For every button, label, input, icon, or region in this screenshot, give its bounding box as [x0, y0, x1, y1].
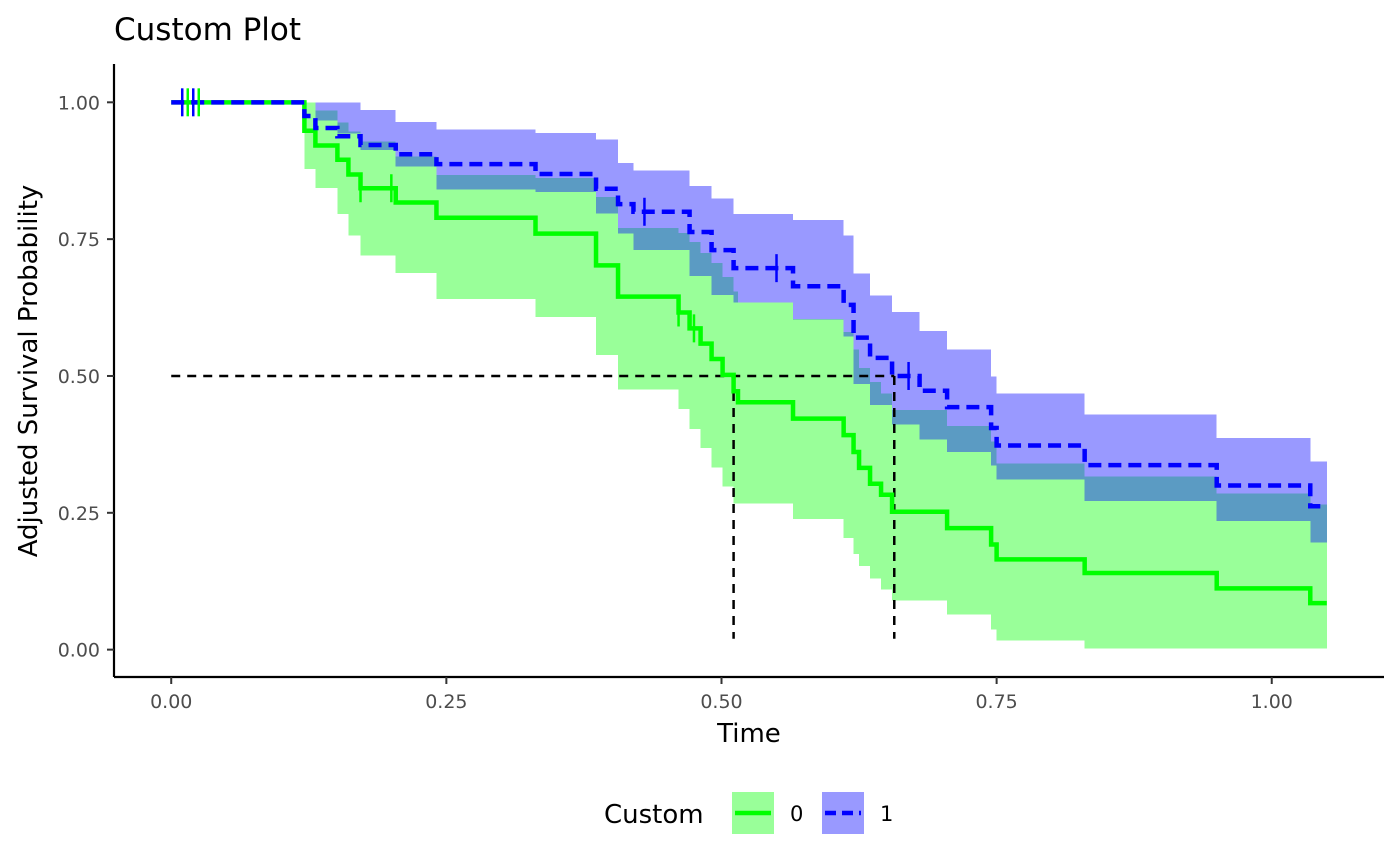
band-overlap-step [853, 349, 860, 385]
band-0-step [436, 175, 536, 299]
x-tick-label: 1.00 [1251, 691, 1293, 713]
band-overlap-step [996, 463, 1085, 480]
band-1-step [991, 376, 997, 466]
band-1-step [870, 295, 893, 405]
x-axis-title: Time [716, 719, 781, 749]
band-overlap-step [535, 177, 597, 193]
band-overlap-step [711, 263, 723, 295]
band-0-step [315, 110, 338, 189]
censor-marks [180, 88, 910, 390]
band-overlap-step [633, 228, 679, 251]
axes [112, 64, 1384, 679]
band-0-step [535, 177, 597, 317]
band-overlap-step [892, 409, 920, 425]
legend: Custom 0 1 [604, 792, 893, 834]
band-0-step [722, 276, 734, 487]
band-0-step [700, 252, 712, 449]
y-axis-title: Adjusted Survival Probability [14, 185, 44, 558]
survival-curve-0 [171, 100, 1327, 606]
band-0-step [618, 228, 679, 390]
y-tick-label: 0.75 [58, 229, 100, 251]
y-tick-label: 0.25 [58, 503, 100, 525]
band-0-step [360, 141, 396, 256]
y-tick-label: 0.00 [58, 640, 100, 662]
band-overlap-step [1216, 493, 1311, 522]
legend-title: Custom [604, 800, 704, 830]
survival-curve-1 [171, 100, 1327, 509]
band-1-step [892, 311, 920, 425]
band-overlap-step [1310, 504, 1327, 543]
band-0-step [337, 122, 349, 214]
x-tick-label: 0.50 [700, 691, 742, 713]
band-overlap-step [700, 252, 712, 276]
band-1-step [733, 213, 794, 303]
band-0-step [991, 441, 997, 630]
band-0-step [892, 409, 948, 601]
x-tick-label: 0.00 [150, 691, 192, 713]
chart-title: Custom Plot [114, 12, 301, 48]
band-1-step [618, 163, 634, 234]
band-1-step [793, 219, 844, 320]
band-0-step [947, 425, 992, 615]
band-0-step [348, 131, 361, 236]
band-overlap-step [618, 228, 634, 234]
band-overlap-step [337, 122, 349, 134]
band-overlap-step [947, 425, 992, 453]
band-0-step [395, 156, 437, 274]
band-1-step [843, 235, 854, 337]
band-overlap-step [793, 319, 844, 320]
band-0-step [678, 233, 690, 409]
band-0-step [304, 102, 316, 170]
band-overlap-step [733, 291, 738, 303]
band-0-step [996, 463, 1085, 641]
band-overlap-step [596, 196, 619, 214]
band-0-step [711, 263, 723, 468]
band-overlap-step [870, 381, 882, 405]
confidence-bands [304, 102, 1327, 649]
y-tick-label: 1.00 [58, 92, 100, 114]
band-overlap-step [843, 332, 854, 337]
band-overlap-step [991, 441, 997, 466]
band-0-step [1084, 476, 1217, 649]
band-overlap-step [1084, 476, 1217, 501]
band-overlap-step [919, 409, 948, 440]
band-overlap-step [881, 393, 893, 405]
legend-label-0: 0 [790, 802, 803, 826]
band-overlap-step [436, 175, 536, 190]
band-overlap-step [348, 131, 361, 134]
y-axis-ticks: 0.00 0.25 0.50 0.75 1.00 [58, 92, 114, 662]
band-overlap-step [315, 110, 338, 121]
y-tick-label: 0.50 [58, 366, 100, 388]
x-tick-label: 0.75 [975, 691, 1017, 713]
band-overlap-step [395, 156, 437, 167]
band-0-step [596, 196, 619, 356]
legend-label-1: 1 [880, 802, 893, 826]
x-axis-ticks: 0.00 0.25 0.50 0.75 1.00 [150, 677, 1293, 713]
survival-curves [171, 100, 1327, 606]
band-0-step [870, 381, 882, 579]
band-overlap-step [722, 276, 734, 295]
band-overlap-step [678, 233, 690, 251]
band-1-step [596, 139, 619, 214]
x-tick-label: 0.25 [425, 691, 467, 713]
band-overlap-step [689, 241, 701, 276]
band-0-step [881, 393, 893, 590]
